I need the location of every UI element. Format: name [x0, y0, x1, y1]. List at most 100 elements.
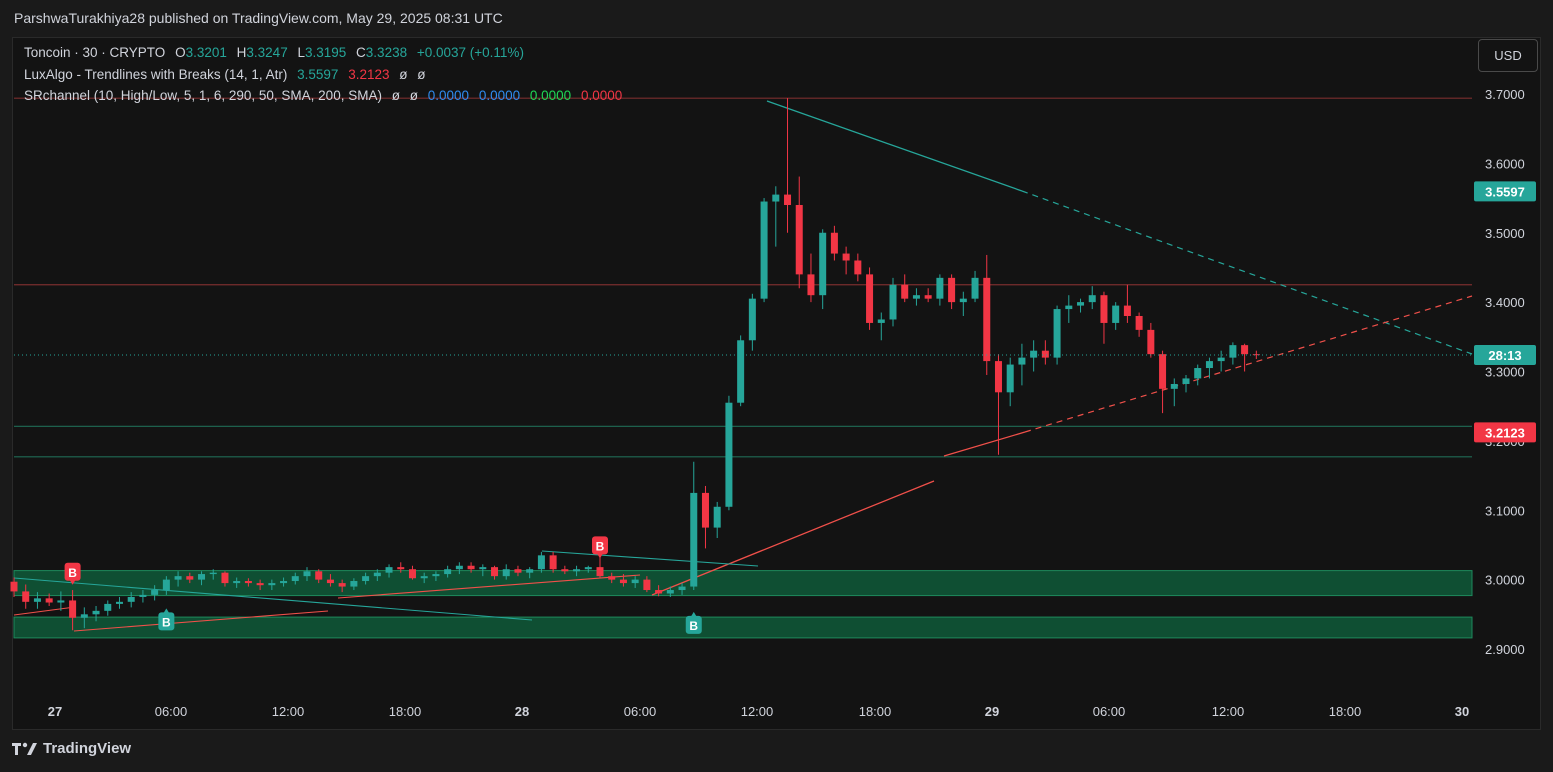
early-uptrend-line-2 [337, 574, 641, 599]
uptrend-line-solid [943, 431, 1026, 457]
candle-body [362, 576, 370, 582]
close-value: 3.3238 [365, 45, 408, 60]
candle-body [1229, 345, 1237, 358]
tradingview-footer[interactable]: TradingView [12, 740, 131, 757]
signal-box [158, 612, 175, 631]
candle-body [1112, 305, 1120, 323]
candle-body [268, 583, 276, 586]
candle-body [983, 277, 991, 362]
x-tick-label: 06:00 [624, 704, 657, 719]
candle-body [561, 569, 569, 572]
candle-body [701, 492, 709, 528]
time-axis: 27 06:00 12:00 18:00 28 06:00 12:00 18:00 29 06:0… [48, 704, 1469, 719]
candle-body [444, 569, 452, 575]
candle-body [115, 601, 123, 604]
y-tick-label: 2.9000 [1485, 642, 1525, 657]
signal-text: B [68, 566, 77, 580]
candle-body [819, 232, 827, 296]
x-tick-label: 28 [515, 704, 529, 719]
signal-buy: B [685, 611, 702, 634]
candle-body [57, 600, 65, 603]
candle-body [866, 274, 874, 323]
candle-body [1018, 357, 1026, 365]
candle-body [619, 579, 627, 584]
candle-body [924, 295, 932, 299]
candle-body [830, 232, 838, 254]
candle-body [104, 603, 112, 611]
candle-body [162, 579, 170, 591]
candle-body [1135, 316, 1143, 330]
candle-body [549, 555, 557, 570]
indicator1-value-2: 3.2123 [348, 67, 390, 82]
candle-body [502, 569, 510, 577]
candle-body [233, 581, 241, 584]
x-tick-label: 12:00 [741, 704, 774, 719]
candle-body [420, 576, 428, 579]
x-tick-label: 18:00 [389, 704, 422, 719]
candle-body [1170, 383, 1178, 389]
indicator-legend-1: LuxAlgo - Trendlines with Breaks (14, 1,… [24, 67, 432, 82]
candle-body [479, 567, 487, 570]
candle-body [467, 565, 475, 570]
candle-body [1041, 350, 1049, 358]
signal-pointer [690, 611, 697, 617]
signal-text: B [596, 539, 605, 553]
candle-body [678, 586, 686, 591]
candle-body [936, 277, 944, 299]
candle-body [127, 596, 135, 602]
candle-body [526, 569, 534, 573]
x-tick-label: 12:00 [1212, 704, 1245, 719]
candle-body [631, 579, 639, 584]
support-zones [13, 570, 1473, 639]
open-value: 3.3201 [185, 45, 227, 60]
candle-body [1205, 361, 1213, 369]
x-tick-label: 06:00 [1093, 704, 1126, 719]
price-tag-bg [1474, 422, 1536, 443]
candle-body [842, 253, 850, 261]
change-value: +0.0037 (+0.11%) [416, 45, 524, 60]
uptrend-line-breakout [651, 480, 935, 596]
sr-zone [13, 616, 1473, 639]
downtrend-line-projection [1021, 190, 1473, 355]
candle-body [748, 298, 756, 341]
candle-body [373, 572, 381, 577]
signal-buy: B [158, 608, 175, 631]
early-downtrend-line-1 [13, 577, 533, 621]
indicator1-name[interactable]: LuxAlgo - Trendlines with Breaks (14, 1,… [24, 67, 288, 82]
candle-body [92, 610, 100, 615]
candle-body [22, 591, 30, 602]
candle-body [737, 340, 745, 403]
chart-panel[interactable] [12, 37, 1541, 730]
candle-body [1194, 368, 1202, 379]
candle-body [713, 506, 721, 528]
signal-pointer [69, 579, 76, 585]
candle-body [584, 567, 592, 570]
candle-body [491, 567, 499, 577]
candle-body [854, 260, 862, 275]
signal-box [685, 615, 702, 634]
candle-body [139, 594, 147, 597]
candle-body [573, 569, 581, 572]
candle-body [1147, 329, 1155, 355]
candle-body [45, 598, 53, 603]
price-tag: 3.2123 [1474, 422, 1536, 443]
candle-body [280, 581, 288, 584]
x-tick-label: 18:00 [1329, 704, 1362, 719]
candle-body [1241, 345, 1249, 355]
candle-body [1077, 302, 1085, 306]
symbol-name[interactable]: Toncoin · 30 · CRYPTO [24, 45, 166, 60]
early-downtrend-line-2 [541, 550, 759, 567]
price-tag-text: 3.5597 [1485, 184, 1525, 199]
x-tick-label: 30 [1455, 704, 1469, 719]
candle-body [537, 555, 545, 570]
candle-body [244, 581, 252, 584]
candle-body [760, 201, 768, 299]
x-tick-label: 27 [48, 704, 62, 719]
candle-body [690, 492, 698, 587]
candle-body [10, 581, 18, 592]
indicator2-name[interactable]: SRchannel (10, High/Low, 5, 1, 6, 290, 5… [24, 88, 382, 103]
currency-button[interactable]: USD [1478, 39, 1538, 72]
candle-body [1030, 350, 1038, 358]
indicator2-value-4: 0.0000 [478, 88, 521, 103]
